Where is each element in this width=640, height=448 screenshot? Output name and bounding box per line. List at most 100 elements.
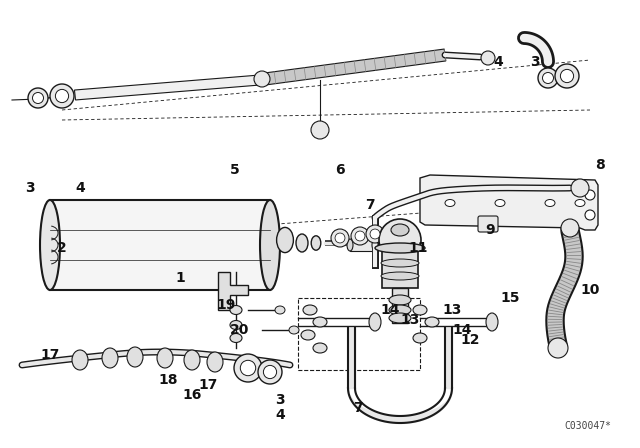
Polygon shape	[264, 49, 446, 85]
Ellipse shape	[313, 343, 327, 353]
Text: 9: 9	[485, 223, 495, 237]
Ellipse shape	[260, 200, 280, 290]
Ellipse shape	[230, 333, 242, 343]
Circle shape	[585, 210, 595, 220]
Text: 15: 15	[500, 291, 520, 305]
Text: 18: 18	[158, 373, 178, 387]
Text: 19: 19	[216, 298, 236, 312]
Ellipse shape	[391, 224, 409, 236]
Bar	[388, 230, 410, 240]
Ellipse shape	[375, 243, 425, 253]
Ellipse shape	[296, 234, 308, 252]
Text: 8: 8	[595, 158, 605, 172]
Ellipse shape	[301, 330, 315, 340]
Text: 3: 3	[275, 393, 285, 407]
Ellipse shape	[289, 326, 299, 334]
Circle shape	[543, 73, 554, 83]
Ellipse shape	[369, 313, 381, 331]
Text: 16: 16	[182, 388, 202, 402]
Text: 5: 5	[230, 163, 240, 177]
Ellipse shape	[230, 306, 242, 314]
Ellipse shape	[184, 350, 200, 370]
Ellipse shape	[372, 239, 378, 251]
Text: 6: 6	[335, 163, 345, 177]
Text: 17: 17	[198, 378, 218, 392]
Polygon shape	[74, 75, 260, 100]
Ellipse shape	[413, 333, 427, 343]
Circle shape	[585, 190, 595, 200]
Circle shape	[561, 219, 579, 237]
Ellipse shape	[72, 350, 88, 370]
Ellipse shape	[275, 306, 285, 314]
Ellipse shape	[413, 305, 427, 315]
Bar	[350, 239, 375, 251]
Circle shape	[366, 225, 384, 243]
Text: 3: 3	[530, 55, 540, 69]
Circle shape	[561, 69, 573, 82]
Ellipse shape	[445, 199, 455, 207]
Circle shape	[28, 88, 48, 108]
Circle shape	[538, 68, 558, 88]
Circle shape	[311, 121, 329, 139]
Ellipse shape	[347, 239, 353, 251]
Ellipse shape	[486, 313, 498, 331]
Text: 17: 17	[40, 348, 60, 362]
Circle shape	[351, 227, 369, 245]
Text: 4: 4	[275, 408, 285, 422]
Ellipse shape	[311, 236, 321, 250]
Polygon shape	[420, 175, 598, 230]
Circle shape	[56, 90, 68, 103]
Text: 12: 12	[460, 333, 480, 347]
Text: 13: 13	[442, 303, 461, 317]
Text: C030047*: C030047*	[564, 421, 611, 431]
Ellipse shape	[545, 199, 555, 207]
Circle shape	[33, 92, 44, 103]
Circle shape	[370, 229, 380, 239]
Ellipse shape	[313, 317, 327, 327]
Circle shape	[234, 354, 262, 382]
Circle shape	[555, 64, 579, 88]
Ellipse shape	[381, 272, 419, 280]
Circle shape	[481, 51, 495, 65]
Text: 10: 10	[580, 283, 600, 297]
Text: 2: 2	[57, 241, 67, 255]
Ellipse shape	[381, 259, 419, 267]
Text: 20: 20	[230, 323, 250, 337]
Ellipse shape	[127, 347, 143, 367]
Ellipse shape	[385, 230, 390, 240]
Ellipse shape	[389, 305, 411, 315]
Ellipse shape	[495, 199, 505, 207]
Bar	[382, 250, 418, 288]
Text: 3: 3	[25, 181, 35, 195]
Circle shape	[331, 229, 349, 247]
Ellipse shape	[230, 320, 242, 329]
Ellipse shape	[389, 295, 411, 305]
Text: 1: 1	[175, 271, 185, 285]
Circle shape	[335, 233, 345, 243]
Ellipse shape	[157, 348, 173, 368]
Bar	[50, 200, 270, 290]
Circle shape	[50, 84, 74, 108]
Text: 7: 7	[353, 401, 363, 415]
Ellipse shape	[276, 228, 293, 253]
Polygon shape	[218, 272, 248, 310]
Circle shape	[548, 338, 568, 358]
Ellipse shape	[408, 230, 413, 240]
Ellipse shape	[389, 313, 411, 323]
Text: 14: 14	[452, 323, 472, 337]
Circle shape	[571, 179, 589, 197]
Text: 4: 4	[493, 55, 503, 69]
Ellipse shape	[207, 352, 223, 372]
Ellipse shape	[379, 219, 421, 261]
Text: 7: 7	[365, 198, 375, 212]
Circle shape	[240, 360, 256, 376]
Bar	[392, 288, 408, 323]
Circle shape	[258, 360, 282, 384]
Text: 13: 13	[400, 313, 420, 327]
Text: 11: 11	[408, 241, 428, 255]
Text: 4: 4	[75, 181, 85, 195]
Ellipse shape	[575, 199, 585, 207]
Ellipse shape	[40, 200, 60, 290]
Ellipse shape	[102, 348, 118, 368]
Circle shape	[355, 231, 365, 241]
